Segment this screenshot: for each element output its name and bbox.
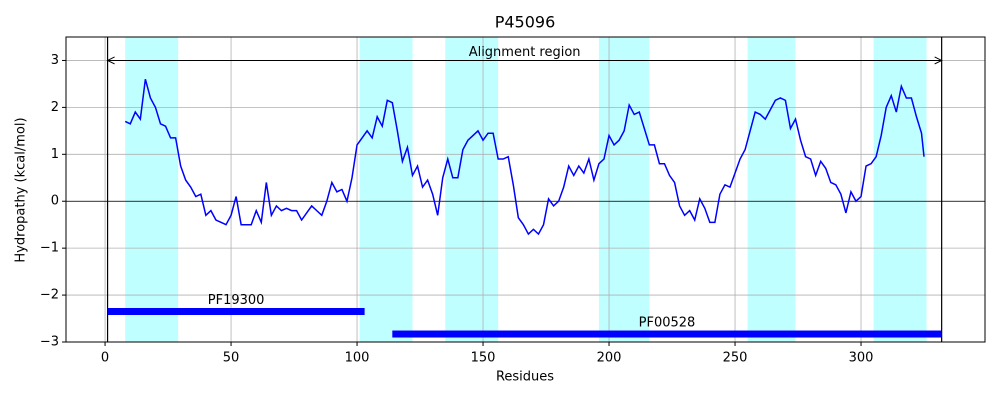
region-band bbox=[873, 37, 927, 342]
domain-label: PF00528 bbox=[639, 316, 696, 331]
arrow-head bbox=[934, 56, 943, 65]
y-axis-label: Hydropathy (kcal/mol) bbox=[14, 117, 29, 262]
region-band bbox=[445, 37, 499, 342]
y-tick-label: 1 bbox=[51, 147, 59, 162]
plot-frame bbox=[65, 36, 986, 343]
x-axis-label: Residues bbox=[496, 370, 554, 385]
x-tick-label: 250 bbox=[723, 351, 748, 366]
hydropathy-line bbox=[124, 79, 925, 236]
domain-bar bbox=[392, 330, 942, 338]
x-tick-label: 0 bbox=[101, 351, 109, 366]
annotation-label: Alignment region bbox=[469, 45, 581, 60]
domain-label: PF19300 bbox=[208, 293, 265, 308]
region-band bbox=[359, 37, 413, 342]
x-tick-label: 150 bbox=[471, 351, 496, 366]
y-tick-label: 2 bbox=[51, 100, 59, 115]
y-tick-label: −3 bbox=[40, 335, 59, 350]
y-tick-label: 0 bbox=[51, 194, 59, 209]
y-tick-label: −1 bbox=[40, 241, 59, 256]
region-band bbox=[747, 37, 796, 342]
region-band bbox=[125, 37, 179, 342]
domain-bar bbox=[107, 308, 365, 315]
chart-title: P45096 bbox=[495, 13, 556, 32]
x-tick-label: 100 bbox=[345, 351, 370, 366]
region-band bbox=[598, 37, 650, 342]
x-tick-label: 200 bbox=[597, 351, 622, 366]
x-tick-label: 300 bbox=[849, 351, 874, 366]
y-tick-label: 3 bbox=[51, 53, 59, 68]
y-tick-label: −2 bbox=[40, 288, 59, 303]
x-tick-label: 50 bbox=[223, 351, 240, 366]
arrow-head bbox=[106, 56, 115, 65]
